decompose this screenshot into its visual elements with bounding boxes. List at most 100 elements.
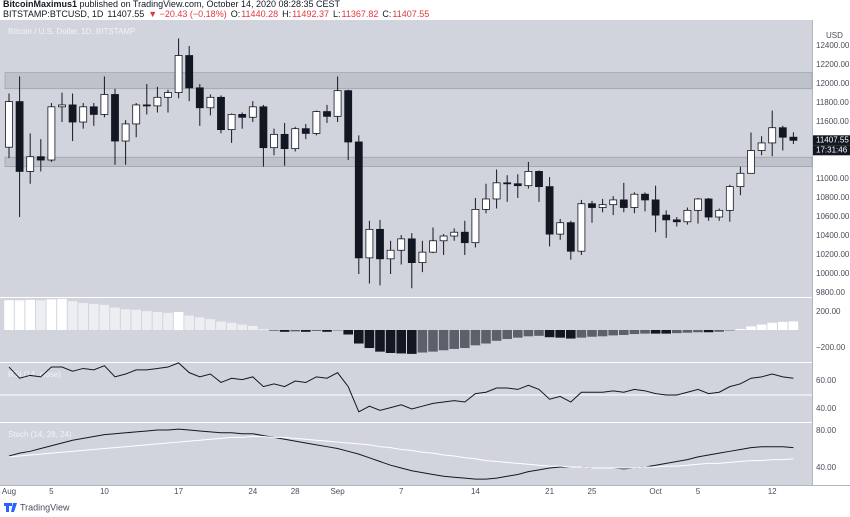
ohlc-value: 11367.82 <box>341 9 378 19</box>
candle-body <box>344 90 353 143</box>
candle-body <box>217 96 225 131</box>
histogram-bar <box>693 330 703 333</box>
candle-body <box>132 104 141 125</box>
candle-body <box>238 114 247 118</box>
histogram-bar <box>513 330 523 338</box>
candle-body <box>482 198 490 210</box>
histogram-bar <box>428 330 438 352</box>
histogram-bar <box>470 330 481 346</box>
histogram-bar <box>619 330 629 335</box>
candle-body <box>280 133 289 150</box>
y-tick-label: 12000.00 <box>816 79 850 88</box>
candle-body <box>323 111 331 117</box>
panel-title: Stoch (14, 28, 24) <box>8 430 72 439</box>
histogram-bar <box>226 322 237 330</box>
candle-body <box>354 141 363 259</box>
histogram-bar <box>78 302 88 330</box>
y-tick-label: 10200.00 <box>816 250 850 259</box>
candle-body <box>164 92 172 98</box>
histogram-bar <box>57 298 67 330</box>
candle-body <box>386 249 395 260</box>
histogram-bar <box>502 330 512 340</box>
candle-body <box>513 183 522 187</box>
histogram-bar <box>566 330 576 339</box>
ohlc-label: C: <box>382 9 391 19</box>
y-tick-label: 40.00 <box>816 463 837 472</box>
candle-body <box>121 123 130 142</box>
candle-body <box>704 198 713 218</box>
candle-body <box>5 101 13 148</box>
histogram-bar <box>491 330 502 341</box>
ohlc-value: 11440.28 <box>241 9 278 19</box>
candle-body <box>535 171 543 188</box>
candle-body <box>609 199 618 206</box>
candle-body <box>15 101 24 172</box>
histogram-bar <box>682 330 693 333</box>
histogram-bar <box>481 330 491 344</box>
candle-body <box>47 106 56 161</box>
candle-body <box>312 111 321 134</box>
histogram-bar <box>237 324 247 330</box>
histogram-bar <box>608 330 618 336</box>
histogram-bar <box>407 330 417 354</box>
candle-body <box>736 172 745 188</box>
candle-body <box>291 128 300 150</box>
histogram-bar <box>629 330 640 335</box>
change: ▼ −20.43 (−0.18%) <box>148 9 226 19</box>
histogram-bar <box>703 330 714 333</box>
y-tick-label: 11800.00 <box>816 98 849 107</box>
candle-body <box>111 94 119 142</box>
candle-body <box>153 96 162 107</box>
histogram-bar <box>364 330 375 349</box>
histogram-bar <box>311 330 322 331</box>
candle-body <box>694 198 702 211</box>
candle-body <box>174 55 183 93</box>
histogram-bar <box>205 319 216 330</box>
histogram-bar <box>661 330 671 334</box>
indicator-line <box>8 428 794 480</box>
candle-body <box>439 235 448 242</box>
histogram-bar <box>417 330 428 353</box>
candle-body <box>460 231 469 244</box>
x-tick-label: 5 <box>49 487 54 496</box>
price-zone <box>4 72 813 90</box>
x-tick-label: 17 <box>174 487 183 496</box>
candle-body <box>768 127 777 144</box>
candle-body <box>747 150 755 174</box>
histogram-bar <box>778 321 788 330</box>
candle-body <box>715 209 724 218</box>
candle-body <box>333 90 342 117</box>
x-tick-label: 24 <box>248 487 257 496</box>
footer-logo <box>4 503 17 512</box>
histogram-bar <box>36 300 46 330</box>
ohlc-value: 11492.37 <box>292 9 329 19</box>
candle-body <box>556 222 565 235</box>
x-tick-label: 28 <box>291 487 300 496</box>
candle-body <box>651 199 660 216</box>
candle-body <box>248 106 257 118</box>
candle-body <box>545 186 554 235</box>
histogram-bar <box>460 330 470 349</box>
candle-body <box>376 228 384 260</box>
histogram-bar <box>163 312 173 330</box>
histogram-bar <box>258 329 269 330</box>
candle-body <box>471 209 480 244</box>
candle-body <box>789 136 798 141</box>
price: 11407.55 <box>107 9 144 19</box>
histogram-bar <box>385 330 396 353</box>
candle-body <box>662 214 671 221</box>
histogram-bar <box>449 330 459 349</box>
histogram-bar <box>322 330 332 332</box>
histogram-bar <box>672 330 682 334</box>
candle-body <box>26 156 35 172</box>
histogram-bar <box>534 330 544 336</box>
histogram-bar <box>110 307 120 330</box>
histogram-bar <box>89 303 99 330</box>
ohlc-label: H: <box>282 9 291 19</box>
candle-body <box>36 156 45 161</box>
histogram-bar <box>120 309 131 330</box>
candle-body <box>195 87 204 109</box>
candle-body <box>577 203 586 252</box>
candle-body <box>407 238 416 264</box>
candle-body <box>259 106 268 149</box>
